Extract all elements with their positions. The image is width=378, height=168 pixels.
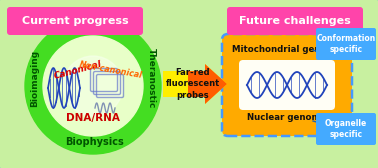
Text: Organelle
specific: Organelle specific <box>325 119 367 139</box>
FancyBboxPatch shape <box>7 7 143 35</box>
FancyBboxPatch shape <box>239 60 335 110</box>
Text: Nuclear genome: Nuclear genome <box>247 113 327 121</box>
FancyBboxPatch shape <box>227 7 363 35</box>
Text: Theranostic: Theranostic <box>147 48 155 108</box>
FancyArrow shape <box>188 64 227 104</box>
Text: Mitochondrial genome: Mitochondrial genome <box>232 46 342 54</box>
Circle shape <box>43 36 143 136</box>
FancyBboxPatch shape <box>316 28 376 60</box>
Text: Bioimaging: Bioimaging <box>31 49 39 107</box>
Text: Current progress: Current progress <box>22 16 128 26</box>
Text: Canonical: Canonical <box>53 59 103 81</box>
Text: Biophysics: Biophysics <box>66 137 124 147</box>
Text: Far-red
fluorescent
probes: Far-red fluorescent probes <box>166 68 220 100</box>
Text: Conformation
specific: Conformation specific <box>316 34 376 54</box>
FancyBboxPatch shape <box>316 113 376 145</box>
Text: Non-canonical: Non-canonical <box>79 60 143 80</box>
Circle shape <box>25 18 161 154</box>
Text: Diagnostics: Diagnostics <box>63 25 127 35</box>
FancyBboxPatch shape <box>222 34 352 136</box>
Text: Future challenges: Future challenges <box>239 16 351 26</box>
Text: DNA/RNA: DNA/RNA <box>66 113 120 123</box>
FancyArrow shape <box>163 64 227 104</box>
Circle shape <box>63 56 123 116</box>
